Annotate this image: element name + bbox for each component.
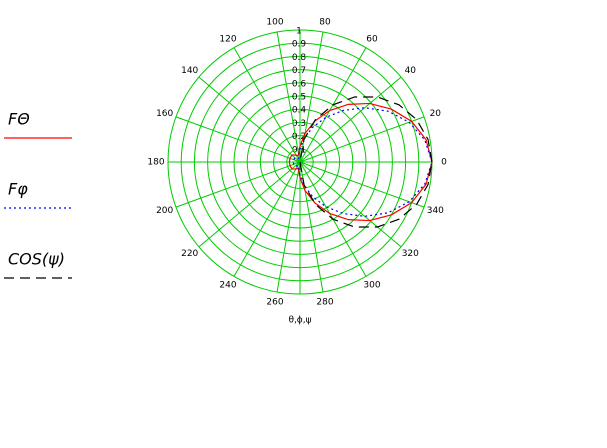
theta-tick-label: 40 bbox=[405, 66, 417, 76]
theta-tick-label: 200 bbox=[156, 206, 173, 216]
theta-tick-label: 160 bbox=[156, 109, 173, 119]
theta-tick-label: 140 bbox=[181, 66, 198, 76]
theta-tick-label: 20 bbox=[430, 109, 442, 119]
legend-label: FΘ bbox=[8, 110, 30, 129]
r-tick-label: 0.7 bbox=[292, 66, 306, 76]
grid-spoke bbox=[175, 116, 301, 163]
theta-tick-label: 320 bbox=[402, 249, 419, 259]
r-tick-label: 0.8 bbox=[292, 53, 307, 63]
series-line bbox=[299, 96, 433, 163]
grid-spoke bbox=[299, 76, 402, 163]
r-tick-label: 0.4 bbox=[292, 106, 307, 116]
theta-tick-label: 0 bbox=[441, 158, 447, 168]
series-line bbox=[299, 161, 433, 228]
theta-tick-label: 300 bbox=[363, 280, 380, 290]
theta-tick-label: 280 bbox=[316, 297, 333, 307]
grid-spoke bbox=[233, 47, 301, 163]
grid-spoke bbox=[233, 161, 301, 277]
grid-spoke bbox=[299, 161, 425, 208]
grid-spoke bbox=[175, 161, 301, 208]
legend-label: COS(ψ) bbox=[8, 250, 65, 269]
theta-tick-label: 180 bbox=[147, 158, 164, 168]
theta-tick-label: 120 bbox=[219, 35, 236, 45]
theta-tick-label: 100 bbox=[266, 18, 283, 28]
theta-tick-label: 260 bbox=[266, 297, 283, 307]
r-tick-label: 0.2 bbox=[292, 132, 306, 142]
axis-label: θ,ϕ,ψ bbox=[288, 316, 311, 326]
grid-spoke bbox=[299, 116, 425, 163]
theta-tick-label: 240 bbox=[219, 280, 236, 290]
theta-tick-label: 60 bbox=[366, 35, 378, 45]
grid-spoke bbox=[198, 76, 301, 163]
r-tick-label: 0.5 bbox=[292, 93, 306, 103]
series-line bbox=[288, 102, 433, 222]
r-tick-label: 0.6 bbox=[292, 79, 307, 89]
r-tick-label: 0.9 bbox=[292, 40, 307, 50]
theta-tick-label: 340 bbox=[427, 206, 444, 216]
theta-tick-label: 220 bbox=[181, 249, 198, 259]
r-tick-label: 1 bbox=[296, 27, 302, 37]
grid-spoke bbox=[198, 161, 301, 248]
grid-spoke bbox=[299, 161, 402, 248]
legend-label: Fφ bbox=[8, 180, 28, 199]
theta-tick-label: 80 bbox=[319, 18, 331, 28]
grid-spoke bbox=[276, 161, 301, 293]
r-tick-label: 0.3 bbox=[292, 119, 306, 129]
grid-spoke bbox=[276, 31, 301, 163]
